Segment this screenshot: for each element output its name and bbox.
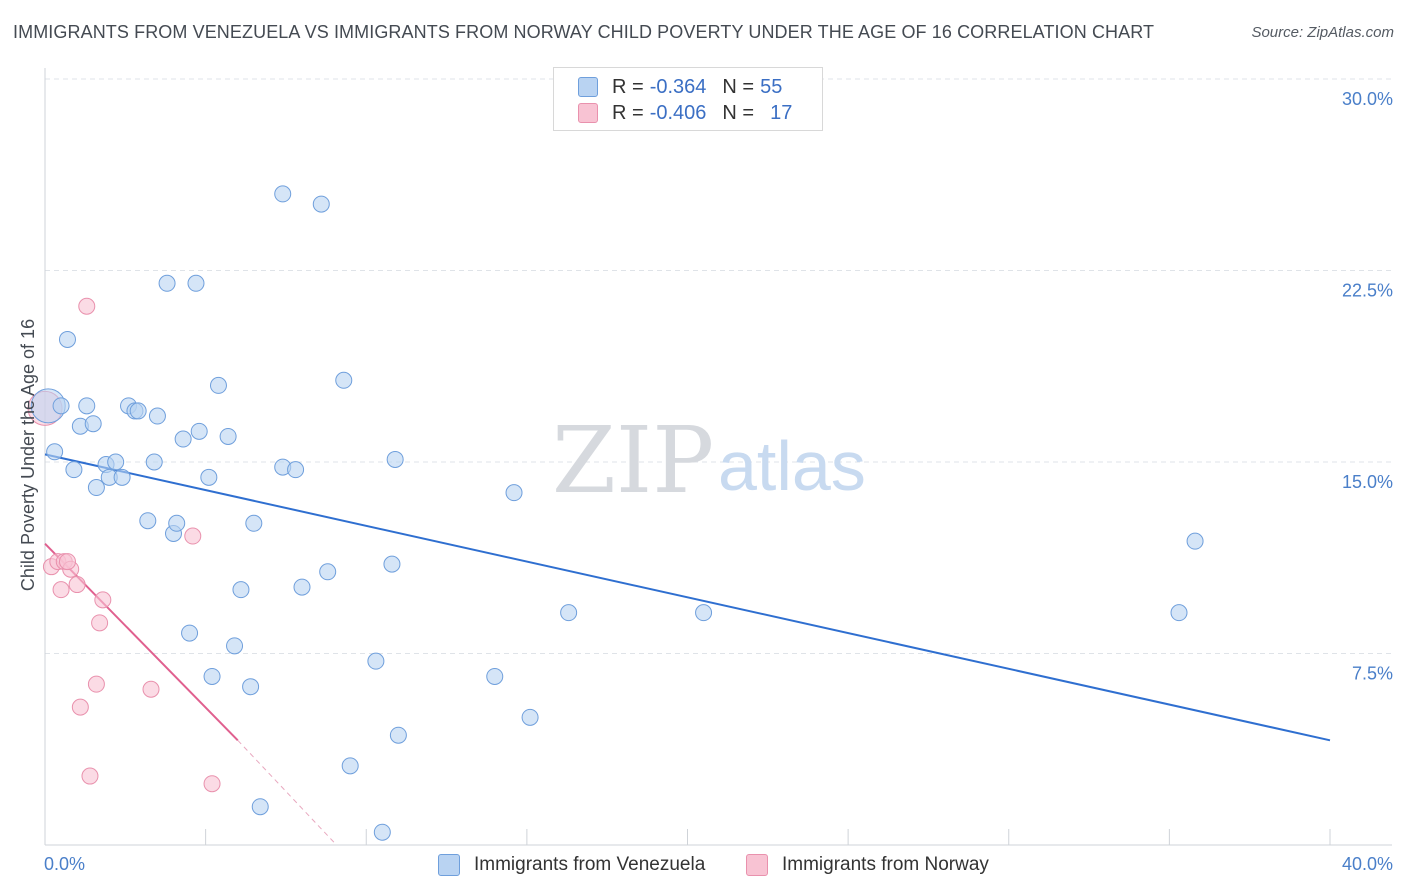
y-tick-label: 15.0% — [1342, 472, 1393, 492]
venezuela-point — [386, 450, 404, 468]
norway-point — [71, 698, 89, 716]
venezuela-point — [486, 667, 504, 685]
venezuela-legend-swatch — [438, 854, 460, 876]
venezuela-point — [65, 461, 83, 479]
n-value: 17 — [770, 101, 793, 124]
venezuela-point — [107, 453, 125, 471]
norway-trend-extension — [237, 739, 335, 843]
venezuela-swatch — [578, 77, 598, 97]
norway-swatch — [578, 103, 598, 123]
venezuela-point — [87, 479, 105, 497]
r-label: R = — [612, 101, 644, 124]
venezuela-point — [187, 274, 205, 292]
r-value: -0.406 — [649, 101, 707, 124]
venezuela-point — [293, 578, 311, 596]
venezuela-legend-label: Immigrants from Venezuela — [474, 854, 706, 875]
x-tick-label: 0.0% — [44, 854, 85, 874]
venezuela-point — [319, 563, 337, 581]
norway-point — [94, 591, 112, 609]
norway-point — [68, 576, 86, 594]
norway-point — [58, 553, 76, 571]
venezuela-point — [203, 667, 221, 685]
y-tick-label: 22.5% — [1342, 281, 1393, 301]
venezuela-point — [232, 581, 250, 599]
venezuela-point — [341, 757, 359, 775]
venezuela-point — [139, 512, 157, 530]
venezuela-point — [209, 376, 227, 394]
venezuela-point — [245, 514, 263, 532]
venezuela-point — [174, 430, 192, 448]
data-points — [27, 185, 1204, 841]
venezuela-point — [226, 637, 244, 655]
legend-row-venezuela: R = -0.364 N = 55 — [578, 75, 782, 99]
venezuela-point — [335, 371, 353, 389]
venezuela-point — [367, 652, 385, 670]
venezuela-point — [389, 726, 407, 744]
n-label: N = — [722, 75, 755, 98]
norway-point — [87, 675, 105, 693]
norway-point — [142, 680, 160, 698]
axes — [44, 68, 1392, 846]
venezuela-point — [383, 555, 401, 573]
venezuela-point — [287, 461, 305, 479]
venezuela-point — [168, 514, 186, 532]
norway-legend-label: Immigrants from Norway — [782, 854, 989, 875]
watermark-zip: ZIP — [552, 407, 714, 514]
legend-row-norway: R = -0.406 N = 17 — [578, 101, 792, 125]
tick-labels: 7.5% 15.0% 22.5% 30.0% 0.0% 40.0% — [44, 89, 1393, 874]
venezuela-point — [200, 468, 218, 486]
grid-lines — [45, 78, 1392, 654]
venezuela-point — [158, 274, 176, 292]
x-tick-label: 40.0% — [1342, 854, 1393, 874]
venezuela-point — [560, 604, 578, 622]
venezuela-point — [58, 330, 76, 348]
source-label: Source: ZipAtlas.com — [1251, 24, 1394, 41]
r-value: -0.364 — [649, 75, 707, 98]
venezuela-point — [52, 397, 70, 415]
correlation-legend: R = -0.364 N = 55 R = -0.406 N = 17 — [553, 67, 823, 131]
venezuela-point — [181, 624, 199, 642]
r-label: R = — [612, 75, 644, 98]
norway-point — [52, 581, 70, 599]
venezuela-point — [505, 484, 523, 502]
venezuela-point — [695, 604, 713, 622]
watermark: ZIP atlas — [552, 407, 866, 514]
venezuela-trend-line — [44, 453, 1331, 742]
venezuela-point — [274, 185, 292, 203]
venezuela-point — [521, 708, 539, 726]
y-tick-label: 30.0% — [1342, 89, 1393, 109]
norway-point — [81, 767, 99, 785]
venezuela-point — [1170, 604, 1188, 622]
norway-point — [184, 527, 202, 545]
legend-item-venezuela: Immigrants from Venezuela — [438, 852, 705, 878]
venezuela-point — [113, 468, 131, 486]
venezuela-point — [129, 402, 147, 420]
legend-item-norway: Immigrants from Norway — [746, 852, 989, 878]
y-axis-label: Child Poverty Under the Age of 16 — [18, 319, 38, 591]
norway-point — [91, 614, 109, 632]
venezuela-point — [219, 427, 237, 445]
norway-legend-swatch — [746, 854, 768, 876]
norway-point — [203, 775, 221, 793]
venezuela-point — [84, 415, 102, 433]
norway-point — [78, 297, 96, 315]
venezuela-point — [242, 678, 260, 696]
venezuela-point — [1186, 532, 1204, 550]
venezuela-point — [78, 397, 96, 415]
n-label: N = — [722, 101, 755, 124]
y-tick-label: 7.5% — [1352, 664, 1393, 684]
venezuela-point — [312, 195, 330, 213]
venezuela-point — [46, 443, 64, 461]
venezuela-point — [251, 798, 269, 816]
venezuela-point — [148, 407, 166, 425]
venezuela-point — [190, 422, 208, 440]
watermark-atlas: atlas — [718, 427, 866, 505]
chart-title: IMMIGRANTS FROM VENEZUELA VS IMMIGRANTS … — [13, 22, 1155, 42]
venezuela-point — [145, 453, 163, 471]
n-value: 55 — [760, 75, 783, 98]
venezuela-point — [373, 823, 391, 841]
